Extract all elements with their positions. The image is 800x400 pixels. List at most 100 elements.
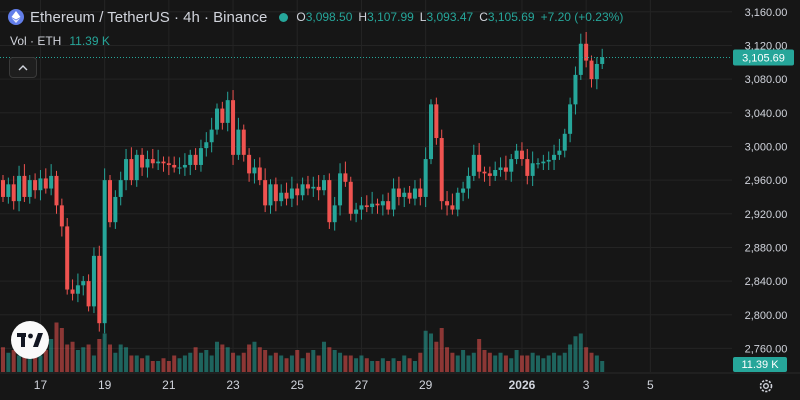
volume-bar xyxy=(6,352,11,372)
candle-body xyxy=(177,167,182,169)
volume-bar xyxy=(289,355,294,372)
volume-bar xyxy=(536,355,540,372)
candle-body xyxy=(182,164,187,168)
volume-bar xyxy=(231,352,236,372)
x-tick-label: 3 xyxy=(583,378,590,392)
candle-body xyxy=(370,203,375,208)
y-tick-label: 2,800.00 xyxy=(745,310,788,322)
candle-body xyxy=(11,184,16,202)
price-axis[interactable]: 3,160.00 3,120.00 3,080.00 3,040.00 3,000.00… xyxy=(745,7,788,356)
price-change: +7.20 (+0.23%) xyxy=(540,10,624,24)
volume-bar xyxy=(498,352,503,372)
candle-body xyxy=(386,201,391,210)
candle-body xyxy=(86,281,91,307)
candle-body xyxy=(145,159,150,168)
volume-bar xyxy=(300,358,305,372)
candle-body xyxy=(22,175,27,197)
candle-body xyxy=(434,104,439,139)
volume-bar xyxy=(477,339,482,372)
candle-body xyxy=(418,188,423,197)
volume-bar xyxy=(584,347,589,372)
candle-body xyxy=(118,180,123,197)
candle-body xyxy=(541,161,546,164)
candle-body xyxy=(300,184,305,196)
last-volume-badge: 11.39 K xyxy=(733,357,787,372)
volume-bar xyxy=(198,352,203,372)
x-tick-label: 21 xyxy=(162,378,176,392)
volume-bar xyxy=(252,341,257,372)
candle-body xyxy=(477,154,482,172)
volume-bar xyxy=(49,339,54,372)
candle-body xyxy=(439,138,444,202)
volume-bar xyxy=(11,350,16,372)
candle-body xyxy=(236,129,241,155)
volume-bar xyxy=(439,328,444,372)
x-tick-label: 27 xyxy=(355,378,369,392)
candle-body xyxy=(268,184,273,206)
volume-bar xyxy=(225,347,230,372)
volume-bar xyxy=(600,361,605,372)
volume-bar xyxy=(17,355,22,372)
candle-body xyxy=(396,188,401,197)
candle-body xyxy=(455,192,460,210)
volume-bar xyxy=(364,358,369,372)
candle-body xyxy=(113,196,118,223)
volume-bar xyxy=(311,350,316,372)
time-axis[interactable]: 17 19 21 23 25 27 29 2026 3 5 xyxy=(34,378,654,392)
volume-bar xyxy=(124,347,129,372)
candle-body xyxy=(156,161,161,164)
candle-body xyxy=(525,159,530,176)
y-tick-label: 3,080.00 xyxy=(745,74,788,86)
volume-bar xyxy=(509,358,514,372)
candle-body xyxy=(514,150,519,160)
volume-bar xyxy=(359,355,364,372)
candle-body xyxy=(295,188,300,196)
volume-bar xyxy=(354,358,359,372)
candle-body xyxy=(17,175,22,202)
volume-bar xyxy=(161,358,166,372)
volume-bar xyxy=(450,352,455,372)
candle-body xyxy=(364,205,369,208)
candle-body xyxy=(584,43,589,61)
x-tick-label: 25 xyxy=(291,378,305,392)
volume-bar xyxy=(525,355,530,372)
candle-body xyxy=(65,226,70,290)
volume-bar xyxy=(338,352,343,372)
volume-bar xyxy=(541,358,546,372)
candle-body xyxy=(81,281,86,286)
volume-bar xyxy=(59,328,64,372)
ethereum-icon xyxy=(8,9,24,25)
candle-body xyxy=(140,154,145,168)
candle-body xyxy=(471,154,476,176)
candle-body xyxy=(188,154,193,165)
collapse-legend-button[interactable] xyxy=(9,57,37,78)
y-tick-label: 2,760.00 xyxy=(745,343,788,355)
market-status-dot xyxy=(279,12,289,22)
candle-body xyxy=(257,167,262,181)
volume-bar xyxy=(86,344,91,372)
candle-body xyxy=(33,180,38,191)
volume-bar xyxy=(284,358,289,372)
volume-bar xyxy=(402,355,407,372)
volume-bar xyxy=(386,361,391,372)
tradingview-logo[interactable] xyxy=(11,321,49,359)
candle-body xyxy=(359,205,364,210)
symbol-title[interactable]: Ethereum / TetherUS · 4h · Binance xyxy=(30,8,268,26)
candle-body xyxy=(284,192,289,199)
volume-bar xyxy=(375,361,380,372)
candle-body xyxy=(49,175,54,189)
gear-icon[interactable] xyxy=(758,378,774,394)
volume-bar xyxy=(557,355,562,372)
candle-body xyxy=(43,178,48,189)
volume-bar xyxy=(193,347,198,372)
volume-bar xyxy=(134,355,139,372)
volume-bar xyxy=(236,355,241,372)
volume-bar xyxy=(573,336,578,372)
volume-bar xyxy=(209,355,214,372)
volume-bar xyxy=(514,350,519,372)
candle-body xyxy=(241,129,246,155)
volume-bar xyxy=(118,344,123,372)
x-tick-label: 5 xyxy=(647,378,654,392)
volume-bar xyxy=(54,322,59,372)
